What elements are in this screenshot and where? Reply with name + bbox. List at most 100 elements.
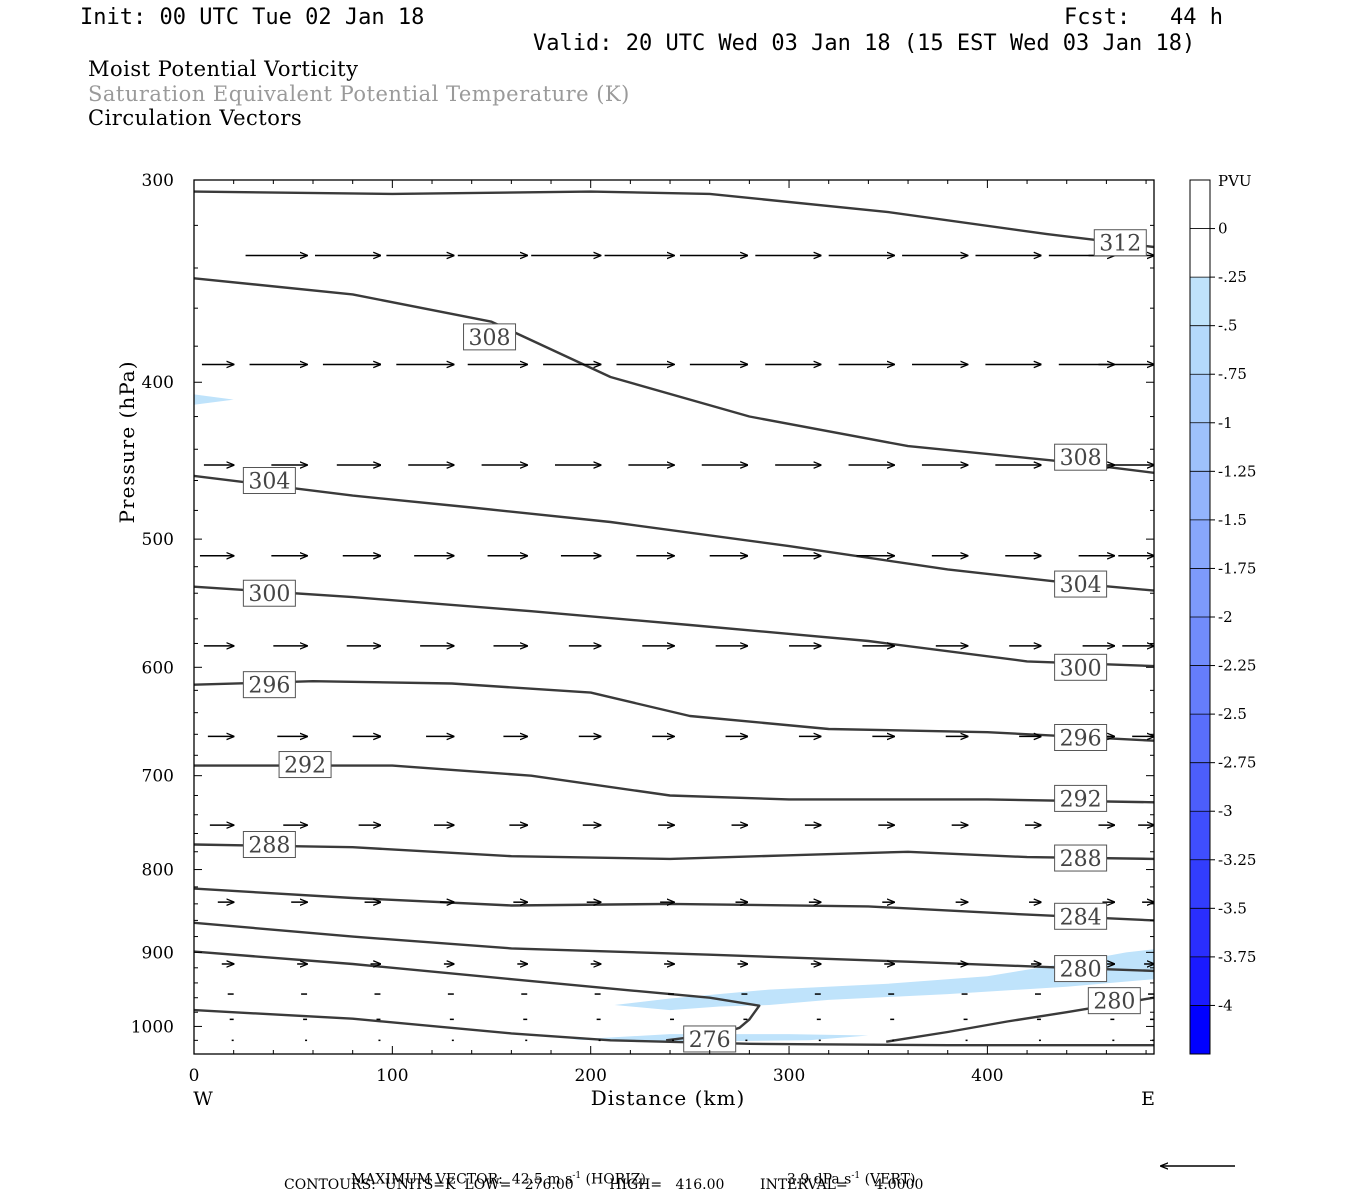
contour-label-box [242, 671, 296, 699]
contour-label: 312 [1099, 232, 1141, 257]
mpv-shade-region [614, 949, 1154, 1011]
max-vector-horiz-exponent: -1 [572, 1171, 582, 1181]
max-vector-info: MAXIMUM VECTOR: 42.5 m s-1 (HORIZ) [342, 1158, 646, 1187]
contour-label: 304 [248, 470, 290, 495]
x-tick-label: 400 [971, 1066, 1003, 1086]
contour-label-box [242, 831, 296, 859]
colorbar-segment [1190, 714, 1210, 764]
colorbar-label: -2.75 [1218, 754, 1256, 772]
colorbar-segment [1190, 568, 1210, 618]
theta-es-contour-284 [194, 887, 1154, 922]
max-vector-horiz-tail: (HORIZ) [581, 1171, 646, 1188]
y-tick-label: 600 [142, 658, 174, 678]
mpv-shade-region [194, 394, 234, 405]
contour-label-layer: 312 308 308 304 304 300 300 296 296 292 292 288 288 2… [242, 229, 1147, 1053]
colorbar-label: -3.25 [1218, 851, 1256, 869]
contour-label-box [1093, 229, 1147, 257]
colorbar-label: -.25 [1218, 268, 1247, 286]
contour-label: 296 [1060, 726, 1102, 751]
contour-label: 288 [1060, 847, 1102, 872]
contour-label-box [463, 323, 517, 351]
plot-frame [193, 179, 1155, 1055]
colorbar-segment [1190, 859, 1210, 909]
contour-label: 288 [248, 834, 290, 859]
x-axis-label: Distance (km) [591, 1086, 746, 1110]
contour-label: 296 [248, 674, 290, 699]
colorbar-segment [1190, 374, 1210, 424]
contour-label-box [1054, 784, 1108, 812]
theta-es-contour-312 [194, 190, 1154, 249]
colorbar-label: -2.5 [1218, 705, 1247, 723]
axis-layer: 300 400 500 600 700 800 900 1000 0 100 200 300 400 Di… [115, 171, 1155, 1110]
colorbar-label: -1.5 [1218, 511, 1247, 529]
title-mpv: Moist Potential Vorticity [88, 57, 359, 81]
contour-label: 304 [1060, 573, 1102, 598]
colorbar-label: -.75 [1218, 365, 1247, 383]
east-label: E [1141, 1088, 1155, 1110]
forecast-hour: Fcst: 44 h [1064, 5, 1223, 30]
contour-label-box [1054, 570, 1108, 598]
colorbar-label: -2.25 [1218, 657, 1256, 675]
theta-es-contour-layer [194, 190, 1154, 1047]
theta-es-contour-300 [194, 585, 1154, 668]
x-tick-label: 200 [574, 1066, 606, 1086]
init-time: Init: 00 UTC Tue 02 Jan 18 [80, 5, 425, 30]
max-vector-vert-exponent: -1 [851, 1171, 861, 1181]
contour-label-box [242, 579, 296, 607]
colorbar-segment [1190, 762, 1210, 812]
colorbar-segment [1190, 811, 1210, 861]
theta-es-contour-288 [194, 843, 1154, 861]
contour-label-box [1087, 987, 1141, 1015]
colorbar-segment [1190, 422, 1210, 472]
theta-es-contour-296 [194, 680, 1154, 742]
colorbar-label: -3.75 [1218, 948, 1256, 966]
colorbar-segment [1190, 180, 1210, 230]
contour-label: 280 [1060, 958, 1102, 983]
contour-label-box [1054, 955, 1108, 983]
colorbar-label: -.5 [1218, 317, 1237, 335]
contour-label-box [242, 467, 296, 495]
colorbar-segment [1190, 908, 1210, 958]
x-tick-label: 100 [376, 1066, 408, 1086]
x-tick-label: 300 [773, 1066, 805, 1086]
title-vectors: Circulation Vectors [88, 106, 303, 130]
colorbar-label: -2 [1218, 608, 1233, 626]
colorbar-segment [1190, 665, 1210, 715]
valid-time: Valid: 20 UTC Wed 03 Jan 18 (15 EST Wed … [533, 31, 1196, 56]
theta-es-contour-292 [194, 764, 1154, 804]
colorbar-segment [1190, 1005, 1210, 1055]
y-tick-label: 500 [142, 530, 174, 550]
colorbar-segment [1190, 471, 1210, 521]
theta-es-contour-276 [194, 950, 761, 1042]
y-tick-label: 1000 [131, 1017, 174, 1037]
contour-label: 300 [248, 582, 290, 607]
colorbar-title: PVU [1218, 172, 1252, 190]
max-vector-vert-tail: (VERT) [860, 1171, 916, 1188]
contour-label: 292 [284, 754, 326, 779]
contour-label: 280 [1093, 990, 1135, 1015]
title-theta-es: Saturation Equivalent Potential Temperat… [88, 82, 630, 106]
contour-info: CONTOURS: UNITS=K LOW= 276.00 HIGH= 416.… [284, 1177, 924, 1193]
contour-label: 292 [1060, 787, 1102, 812]
y-tick-label: 300 [142, 171, 174, 191]
theta-es-contour-276 [194, 1008, 1154, 1047]
max-vector-vert: 3.9 dPa s [786, 1171, 852, 1188]
mpv-shading-layer [194, 394, 1154, 1042]
y-tick-label: 900 [142, 943, 174, 963]
max-vector-horiz: MAXIMUM VECTOR: 42.5 m s [350, 1171, 573, 1188]
colorbar-label: -3 [1218, 802, 1233, 820]
colorbar-segment [1190, 325, 1210, 375]
contour-label-box [1054, 902, 1108, 930]
colorbar-segment [1190, 956, 1210, 1006]
colorbar-segment [1190, 277, 1210, 327]
colorbar-label: -1.25 [1218, 462, 1256, 480]
contour-label-box [1054, 443, 1108, 471]
contour-label: 276 [689, 1028, 731, 1053]
contour-label-box [1054, 844, 1108, 872]
y-tick-label: 800 [142, 861, 174, 881]
contour-label-box [1054, 653, 1108, 681]
colorbar-segment [1190, 617, 1210, 667]
x-tick-label: 0 [189, 1066, 200, 1086]
contour-label: 300 [1060, 656, 1102, 681]
colorbar-label: 0 [1218, 220, 1228, 238]
